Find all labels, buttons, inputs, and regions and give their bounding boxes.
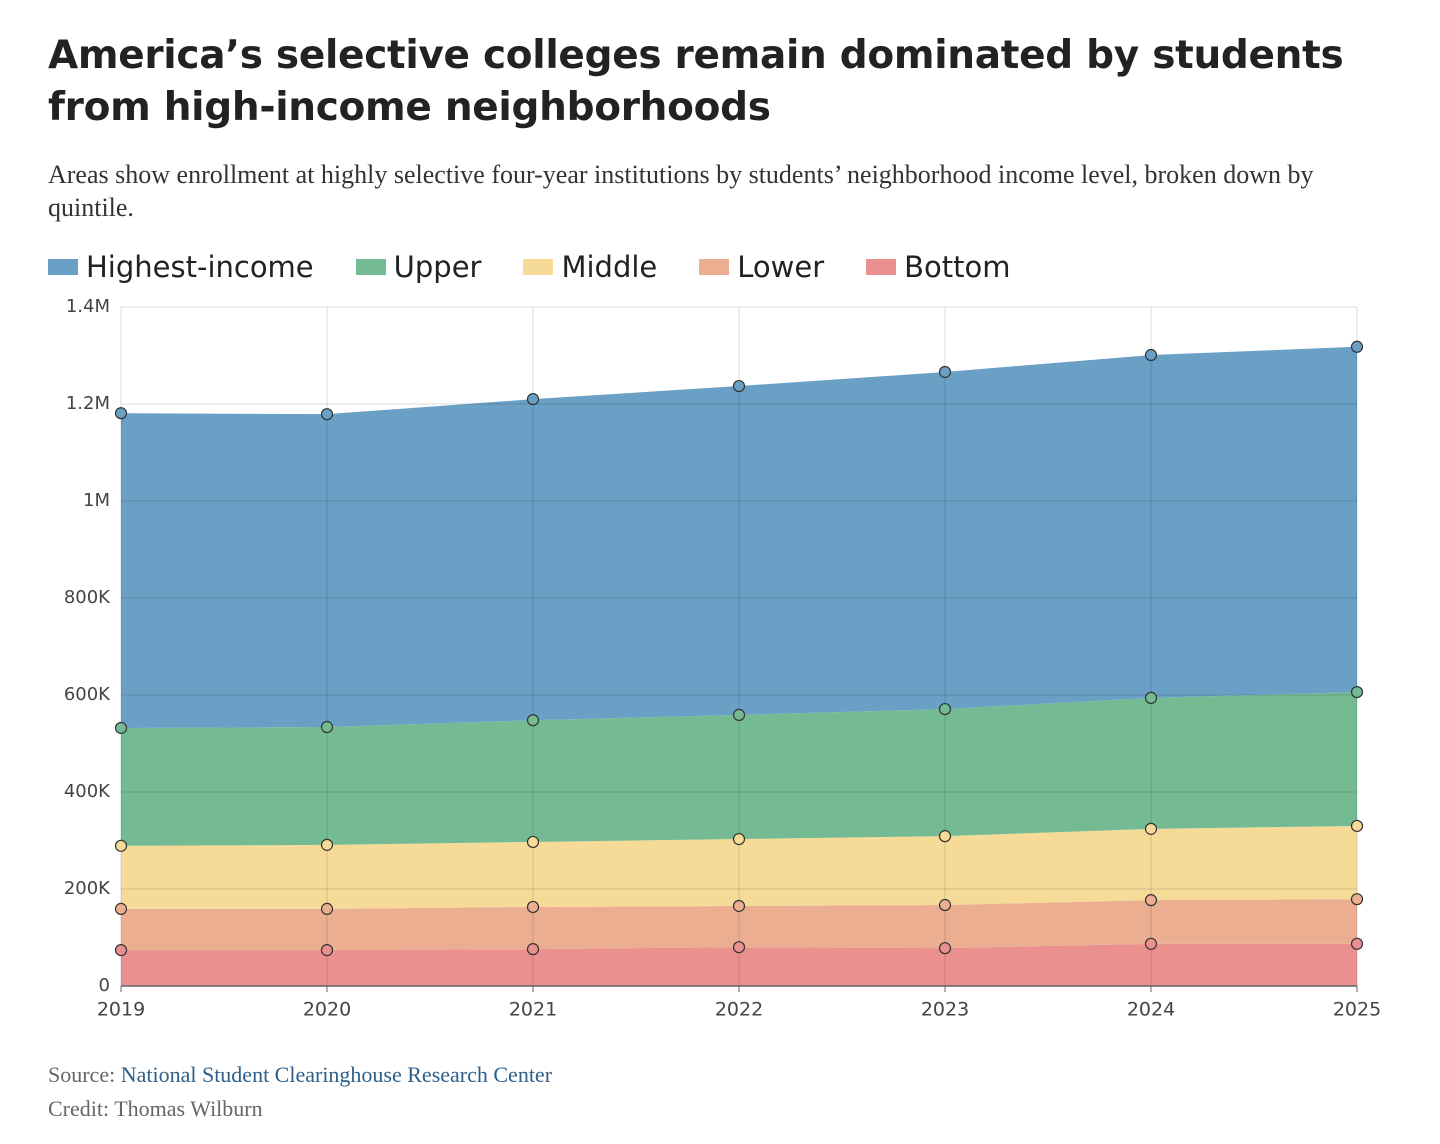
legend-item: Highest-income xyxy=(48,250,314,284)
legend-swatch xyxy=(699,259,730,275)
legend-swatch xyxy=(866,259,897,275)
legend-swatch xyxy=(355,259,386,275)
area xyxy=(121,346,1357,728)
legend-label: Middle xyxy=(561,250,658,284)
legend-item: Bottom xyxy=(866,250,1011,284)
data-point xyxy=(1350,893,1364,906)
chart-subtitle: Areas show enrollment at highly selectiv… xyxy=(48,160,1314,222)
data-point xyxy=(732,832,746,846)
x-tick-label: 2022 xyxy=(715,999,763,1021)
data-point xyxy=(114,902,128,915)
data-point xyxy=(320,902,334,915)
area xyxy=(121,943,1357,986)
legend-label: Upper xyxy=(393,250,482,284)
x-tick-label: 2025 xyxy=(1333,999,1381,1021)
data-point xyxy=(732,941,746,954)
source: Source: National Student Clearinghouse R… xyxy=(48,1062,552,1088)
data-point xyxy=(1350,685,1364,699)
data-point xyxy=(938,942,952,955)
data-point xyxy=(1350,819,1364,833)
data-point xyxy=(526,900,540,914)
data-point xyxy=(320,944,334,957)
legend: Highest-income Upper Middle Lower Bottom xyxy=(48,250,1011,284)
data-point xyxy=(320,408,334,421)
legend-label: Bottom xyxy=(904,250,1011,284)
data-point xyxy=(526,943,540,956)
y-tick-label: 0 xyxy=(99,975,110,996)
data-point xyxy=(114,944,128,957)
data-point xyxy=(938,702,952,716)
data-point xyxy=(1144,348,1158,362)
y-tick-label: 800K xyxy=(64,587,111,608)
data-point xyxy=(1350,937,1364,950)
area xyxy=(121,825,1357,909)
data-point xyxy=(114,839,128,852)
data-point xyxy=(1144,822,1158,835)
data-point xyxy=(938,830,952,843)
y-tick-label: 1.2M xyxy=(66,393,110,414)
legend-label: Lower xyxy=(737,250,825,284)
data-point xyxy=(526,393,540,406)
legend-swatch xyxy=(523,259,554,275)
x-tick-label: 2023 xyxy=(921,999,969,1021)
data-point xyxy=(1144,894,1158,907)
data-point xyxy=(114,407,128,420)
legend-swatch xyxy=(48,259,78,275)
source-link[interactable]: National Student Clearinghouse Research … xyxy=(120,1062,553,1087)
x-tick-label: 2020 xyxy=(303,999,351,1021)
x-tick-label: 2019 xyxy=(97,999,145,1021)
data-point xyxy=(732,708,746,721)
data-point xyxy=(526,714,540,727)
y-tick-label: 400K xyxy=(64,781,111,802)
data-point xyxy=(938,365,952,379)
data-point xyxy=(320,838,334,851)
data-point xyxy=(732,899,746,913)
data-point xyxy=(114,721,128,735)
area xyxy=(121,899,1357,951)
x-tick-label: 2024 xyxy=(1127,999,1175,1021)
data-point xyxy=(1350,340,1364,353)
legend-item: Middle xyxy=(523,250,657,284)
y-tick-label: 1.4M xyxy=(66,296,110,317)
data-point xyxy=(1144,937,1158,950)
legend-item: Lower xyxy=(699,250,824,284)
data-point xyxy=(320,720,334,734)
source-label: Source: xyxy=(48,1062,116,1087)
chart-title: America’s selective colleges remain domi… xyxy=(48,33,1344,130)
area xyxy=(121,692,1357,846)
x-tick-label: 2021 xyxy=(509,999,557,1021)
y-tick-label: 600K xyxy=(64,684,111,705)
data-point xyxy=(526,835,540,849)
legend-item: Upper xyxy=(355,250,482,284)
y-tick-label: 1M xyxy=(83,490,110,511)
data-point xyxy=(938,898,952,912)
data-point xyxy=(732,379,746,393)
legend-label: Highest-income xyxy=(86,250,314,284)
y-tick-label: 200K xyxy=(64,878,111,899)
credit: Credit: Thomas Wilburn xyxy=(48,1096,263,1121)
data-point xyxy=(1144,691,1158,705)
